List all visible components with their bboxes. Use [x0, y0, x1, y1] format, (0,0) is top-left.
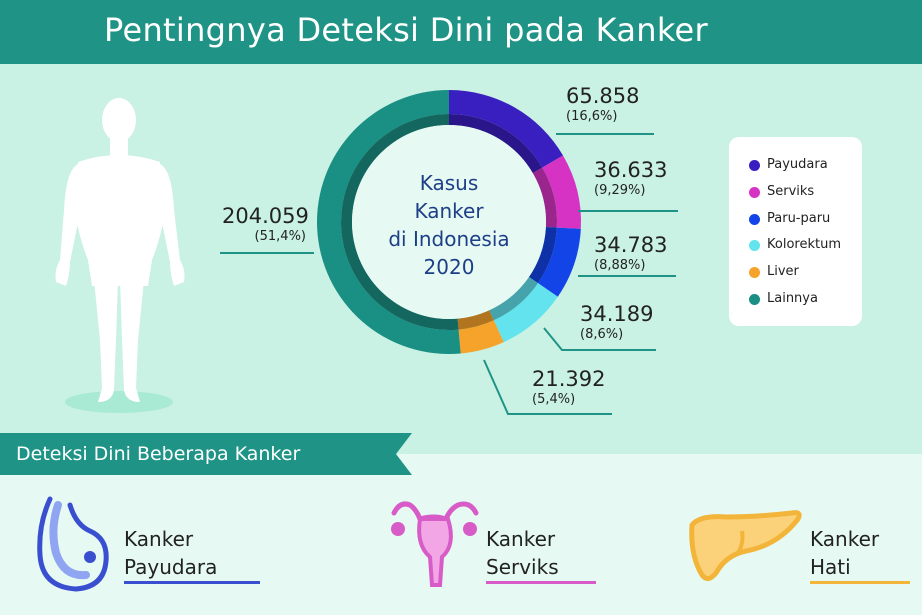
cancer-name-payudara: Kanker Payudara [124, 525, 217, 581]
legend-label: Paru-paru [767, 211, 831, 226]
legend-label: Liver [767, 264, 799, 279]
value-label-serviks: 36.633 [594, 158, 668, 182]
slice-payudara [449, 90, 564, 168]
uterus-icon [391, 501, 479, 587]
section-banner [0, 433, 412, 475]
slice-lainnya [316, 90, 461, 354]
slice-liver [458, 320, 504, 354]
legend-swatch [749, 240, 760, 251]
percent-label-payudara: (16,6%) [566, 109, 618, 124]
slice-paru-paru [537, 227, 581, 297]
label-kolorektum: 34.189 (8,6%) [580, 302, 653, 343]
slice-inner-liver [457, 310, 494, 330]
page-title: Pentingnya Deteksi Dini pada Kanker [104, 11, 708, 49]
cancer-card-serviks: Kanker Serviks [386, 495, 616, 595]
slice-inner-serviks [532, 167, 557, 228]
slice-inner-paru-paru [528, 227, 557, 284]
leader-line [483, 359, 612, 415]
section-title: Deteksi Dini Beberapa Kanker [16, 443, 301, 465]
leader-line [543, 327, 656, 351]
slice-kolorektum [493, 283, 558, 343]
label-paru-paru: 34.783 (8,88%) [594, 233, 667, 274]
legend-swatch [749, 267, 760, 278]
value-label-liver: 21.392 [532, 367, 606, 391]
cancer-name-line2: Serviks [486, 555, 559, 579]
cancer-name-line2: Hati [810, 555, 851, 579]
cancer-name-hati: Kanker Hati [810, 525, 879, 581]
donut-center [352, 125, 546, 319]
label-lainnya: 204.059 (51,4%) [222, 204, 309, 245]
center-label-line: Kasus [420, 171, 479, 195]
center-label-line: 2020 [424, 255, 475, 279]
value-label-payudara: 65.858 [566, 84, 640, 108]
cancer-name-line1: Kanker [486, 527, 556, 551]
cancer-underline [486, 581, 596, 584]
value-label-lainnya: 204.059 [222, 204, 309, 228]
cancer-name-line1: Kanker [124, 527, 194, 551]
legend-label: Lainnya [767, 291, 818, 306]
liver-icon [689, 510, 802, 581]
label-payudara: 65.858 (16,6%) [566, 84, 639, 125]
label-liver: 21.392 (5,4%) [532, 367, 605, 408]
label-serviks: 36.633 (9,29%) [594, 158, 667, 199]
value-label-kolorektum: 34.189 [580, 302, 654, 326]
header-bar: Pentingnya Deteksi Dini pada Kanker [0, 0, 922, 64]
percent-label-liver: (5,4%) [532, 392, 576, 407]
human-figure-icon [55, 98, 185, 413]
legend-label: Serviks [767, 184, 815, 199]
cancer-card-payudara: Kanker Payudara [20, 495, 270, 595]
percent-label-lainnya: (51,4%) [254, 229, 306, 244]
legend-swatch [749, 214, 760, 225]
cancer-underline [810, 581, 910, 584]
cancer-underline [124, 581, 260, 584]
legend-swatch [749, 187, 760, 198]
slice-inner-kolorektum [489, 276, 538, 321]
slice-serviks [542, 155, 581, 229]
percent-label-paru-paru: (8,88%) [594, 258, 646, 273]
percent-label-kolorektum: (8,6%) [580, 327, 624, 342]
chart-legend: Payudara Serviks Paru-paru Kolorektum Li… [729, 137, 862, 326]
center-label-line: Kanker [414, 199, 484, 223]
legend-swatch [749, 160, 760, 171]
cancer-name-line1: Kanker [810, 527, 880, 551]
center-label-line: di Indonesia [388, 227, 509, 251]
cancer-name-line2: Payudara [124, 555, 218, 579]
legend-swatch [749, 294, 760, 305]
legend-label: Payudara [767, 157, 828, 172]
breast-icon [37, 496, 109, 592]
value-label-paru-paru: 34.783 [594, 233, 668, 257]
slice-inner-payudara [449, 114, 543, 174]
cancer-name-serviks: Kanker Serviks [486, 525, 559, 581]
percent-label-serviks: (9,29%) [594, 183, 646, 198]
cancer-card-hati: Kanker Hati [686, 495, 916, 595]
legend-label: Kolorektum [767, 237, 841, 252]
